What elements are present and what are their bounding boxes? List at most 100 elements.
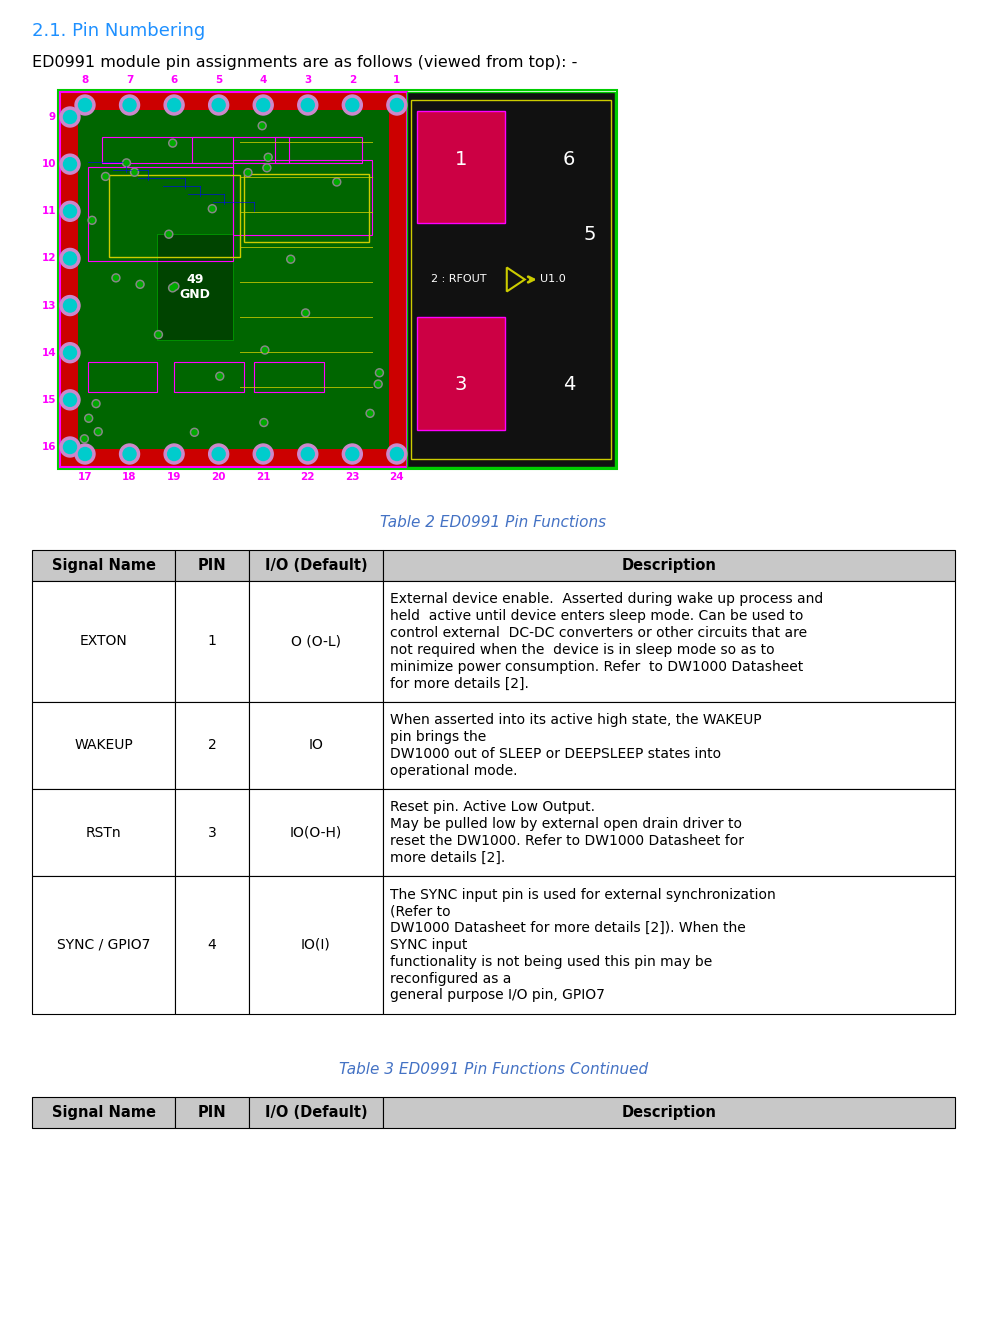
Circle shape xyxy=(119,95,139,115)
Bar xyxy=(175,701,248,789)
Circle shape xyxy=(94,402,99,406)
Circle shape xyxy=(164,95,184,115)
Circle shape xyxy=(390,99,403,111)
Text: RSTn: RSTn xyxy=(86,826,121,840)
Text: PIN: PIN xyxy=(197,1104,226,1120)
Circle shape xyxy=(387,95,406,115)
Circle shape xyxy=(345,99,359,111)
Circle shape xyxy=(367,411,372,416)
Circle shape xyxy=(301,99,314,111)
Bar xyxy=(78,110,388,449)
Circle shape xyxy=(79,448,92,461)
Text: 8: 8 xyxy=(81,75,89,85)
Bar xyxy=(175,876,248,1013)
Bar xyxy=(175,362,244,392)
Circle shape xyxy=(60,390,80,410)
Circle shape xyxy=(377,370,382,375)
Circle shape xyxy=(86,416,91,421)
Circle shape xyxy=(79,99,92,111)
Circle shape xyxy=(170,285,175,291)
Bar xyxy=(417,317,504,429)
Circle shape xyxy=(260,346,268,354)
Circle shape xyxy=(130,168,138,176)
Circle shape xyxy=(303,310,308,316)
Circle shape xyxy=(96,429,101,435)
Circle shape xyxy=(298,95,317,115)
Text: 49
GND: 49 GND xyxy=(179,273,210,301)
Bar xyxy=(383,581,954,701)
Bar xyxy=(248,876,383,1013)
Circle shape xyxy=(244,169,251,177)
Text: 22: 22 xyxy=(300,472,315,482)
Text: functionality is not being used this pin may be: functionality is not being used this pin… xyxy=(389,955,711,968)
Text: minimize power consumption. Refer  to DW1000 Datasheet: minimize power consumption. Refer to DW1… xyxy=(389,659,803,674)
Circle shape xyxy=(208,205,216,213)
Bar xyxy=(248,550,383,581)
Circle shape xyxy=(92,400,100,408)
Text: 13: 13 xyxy=(41,301,56,310)
Bar xyxy=(175,581,248,701)
Circle shape xyxy=(173,284,177,289)
Text: 14: 14 xyxy=(41,347,56,358)
Bar xyxy=(383,876,954,1013)
Text: IO(O-H): IO(O-H) xyxy=(290,826,341,840)
Bar xyxy=(254,362,323,392)
Bar xyxy=(248,789,383,876)
Circle shape xyxy=(75,95,95,115)
Circle shape xyxy=(168,448,180,461)
Circle shape xyxy=(212,99,225,111)
Text: Description: Description xyxy=(621,557,716,573)
Circle shape xyxy=(123,448,136,461)
Circle shape xyxy=(63,252,77,266)
Text: PIN: PIN xyxy=(197,557,226,573)
Circle shape xyxy=(256,448,269,461)
Circle shape xyxy=(246,170,250,176)
Bar xyxy=(248,581,383,701)
Bar xyxy=(102,137,234,164)
Circle shape xyxy=(156,332,161,337)
Circle shape xyxy=(164,444,184,464)
Circle shape xyxy=(123,99,136,111)
Circle shape xyxy=(216,373,224,380)
Bar xyxy=(175,789,248,876)
Circle shape xyxy=(60,155,80,174)
Text: 5: 5 xyxy=(583,225,596,244)
Text: 5: 5 xyxy=(215,75,222,85)
Circle shape xyxy=(137,281,142,287)
Text: 2: 2 xyxy=(348,75,356,85)
Circle shape xyxy=(111,273,120,281)
Text: DW1000 out of SLEEP or DEEPSLEEP states into: DW1000 out of SLEEP or DEEPSLEEP states … xyxy=(389,746,720,761)
Text: 19: 19 xyxy=(167,472,181,482)
Circle shape xyxy=(264,165,269,170)
Circle shape xyxy=(63,394,77,407)
Text: 2 : RFOUT: 2 : RFOUT xyxy=(431,275,486,284)
Circle shape xyxy=(63,346,77,359)
Circle shape xyxy=(286,255,295,263)
Circle shape xyxy=(298,444,317,464)
Circle shape xyxy=(60,107,80,127)
Bar xyxy=(383,701,954,789)
Text: ED0991 module pin assignments are as follows (viewed from top): -: ED0991 module pin assignments are as fol… xyxy=(32,55,577,70)
Bar xyxy=(248,1096,383,1128)
Text: SYNC / GPIO7: SYNC / GPIO7 xyxy=(57,938,150,952)
Text: control external  DC-DC converters or other circuits that are: control external DC-DC converters or oth… xyxy=(389,626,806,639)
Bar xyxy=(32,701,175,789)
Circle shape xyxy=(265,155,270,160)
Bar xyxy=(234,160,372,235)
Circle shape xyxy=(256,99,269,111)
Text: operational mode.: operational mode. xyxy=(389,764,517,778)
Text: 24: 24 xyxy=(389,472,404,482)
Bar xyxy=(32,876,175,1013)
Circle shape xyxy=(169,139,176,147)
Circle shape xyxy=(168,99,180,111)
Circle shape xyxy=(102,173,109,181)
Circle shape xyxy=(63,299,77,312)
Circle shape xyxy=(171,283,178,291)
Circle shape xyxy=(165,230,173,238)
Circle shape xyxy=(334,180,339,185)
Circle shape xyxy=(262,164,270,172)
Text: 20: 20 xyxy=(211,472,226,482)
Circle shape xyxy=(60,437,80,457)
Text: SYNC input: SYNC input xyxy=(389,938,466,952)
Text: I/O (Default): I/O (Default) xyxy=(264,557,367,573)
